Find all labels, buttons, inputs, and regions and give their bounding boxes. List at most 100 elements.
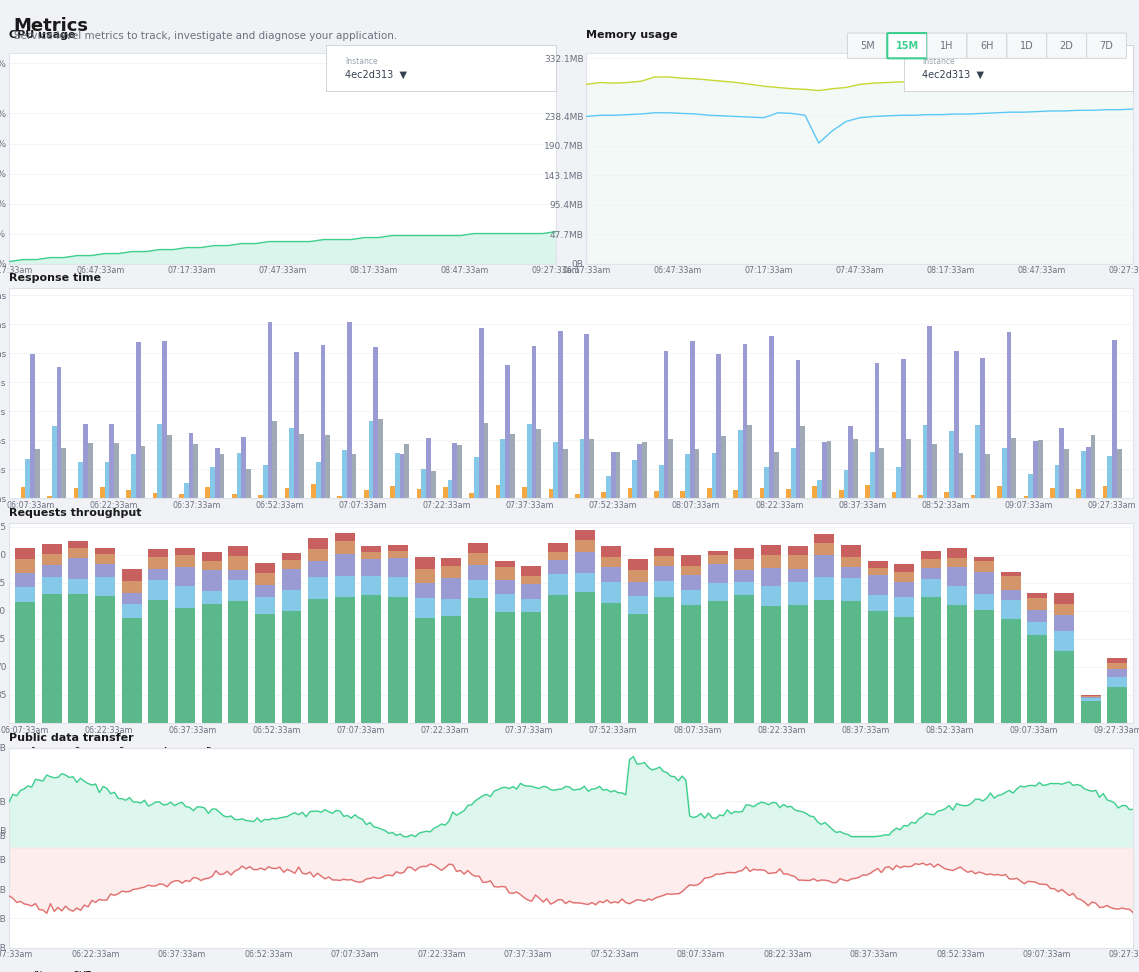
Bar (841, 578, 861, 601)
Bar (1011, 438, 1016, 499)
Bar (95, 596, 115, 723)
Bar (761, 586, 781, 606)
Bar (920, 559, 941, 569)
Bar (761, 568, 781, 586)
Bar (47, 496, 52, 499)
Bar (415, 598, 435, 618)
Bar (812, 486, 817, 499)
Bar (62, 448, 66, 499)
Bar (1081, 697, 1100, 698)
Bar (944, 493, 949, 499)
Bar (606, 476, 611, 499)
Bar (655, 566, 674, 581)
Bar (788, 555, 808, 569)
Bar (1038, 440, 1042, 499)
Bar (202, 605, 222, 723)
Bar (974, 595, 994, 609)
Bar (974, 557, 994, 561)
Bar (100, 487, 105, 499)
Bar (1050, 488, 1055, 499)
Bar (1107, 658, 1128, 663)
Bar (707, 565, 728, 582)
Bar (404, 444, 409, 499)
Bar (985, 454, 990, 499)
Bar (927, 327, 932, 499)
Bar (335, 575, 354, 597)
Bar (352, 454, 357, 499)
Bar (175, 608, 195, 723)
Bar (263, 465, 268, 499)
Bar (574, 530, 595, 540)
Bar (88, 442, 92, 499)
Bar (558, 331, 563, 499)
Bar (468, 579, 487, 598)
Bar (827, 441, 831, 499)
Bar (388, 551, 408, 558)
Bar (894, 572, 915, 582)
Bar (707, 602, 728, 723)
Bar (361, 576, 382, 595)
Bar (211, 468, 215, 499)
Bar (309, 577, 328, 599)
Bar (148, 570, 169, 580)
Bar (814, 600, 834, 723)
Bar (255, 563, 274, 573)
Bar (788, 546, 808, 555)
Bar (868, 568, 887, 575)
Bar (255, 585, 274, 597)
Bar (441, 566, 461, 578)
Bar (879, 448, 884, 499)
Bar (42, 594, 62, 723)
Bar (388, 558, 408, 577)
Bar (281, 611, 302, 723)
Bar (202, 591, 222, 605)
Bar (148, 549, 169, 557)
Bar (468, 543, 487, 553)
Bar (761, 544, 781, 555)
Bar (162, 341, 167, 499)
Bar (179, 494, 183, 499)
Bar (721, 436, 726, 499)
Bar (680, 491, 686, 499)
Bar (268, 322, 272, 499)
Bar (522, 611, 541, 723)
Bar (237, 453, 241, 499)
Bar (1081, 698, 1100, 701)
Bar (894, 617, 915, 723)
Bar (822, 442, 827, 499)
Bar (841, 567, 861, 578)
Bar (259, 495, 263, 499)
Bar (918, 495, 923, 499)
Bar (1001, 619, 1021, 723)
Bar (681, 574, 702, 590)
Bar (361, 552, 382, 559)
Bar (948, 558, 967, 567)
Bar (1107, 663, 1128, 670)
Bar (1059, 428, 1064, 499)
Bar (68, 579, 89, 594)
Bar (894, 582, 915, 597)
Bar (232, 494, 237, 499)
Bar (686, 454, 690, 499)
Bar (611, 452, 615, 499)
Bar (183, 483, 189, 499)
Bar (1001, 576, 1021, 590)
Bar (189, 433, 194, 499)
Bar (628, 614, 648, 723)
Bar (21, 487, 25, 499)
Bar (892, 492, 896, 499)
Bar (415, 583, 435, 598)
Bar (1001, 600, 1021, 619)
Bar (148, 580, 169, 600)
Bar (311, 484, 316, 499)
Bar (735, 571, 754, 582)
Bar (584, 334, 589, 499)
Bar (997, 486, 1002, 499)
Bar (1103, 486, 1107, 499)
Bar (1054, 594, 1074, 604)
Legend: 1xx, 2xx, 3xx, 4xx, 5xx: 1xx, 2xx, 3xx, 4xx, 5xx (9, 743, 226, 759)
Bar (122, 581, 141, 593)
Bar (1064, 448, 1068, 499)
Bar (790, 447, 795, 499)
Bar (105, 462, 109, 499)
